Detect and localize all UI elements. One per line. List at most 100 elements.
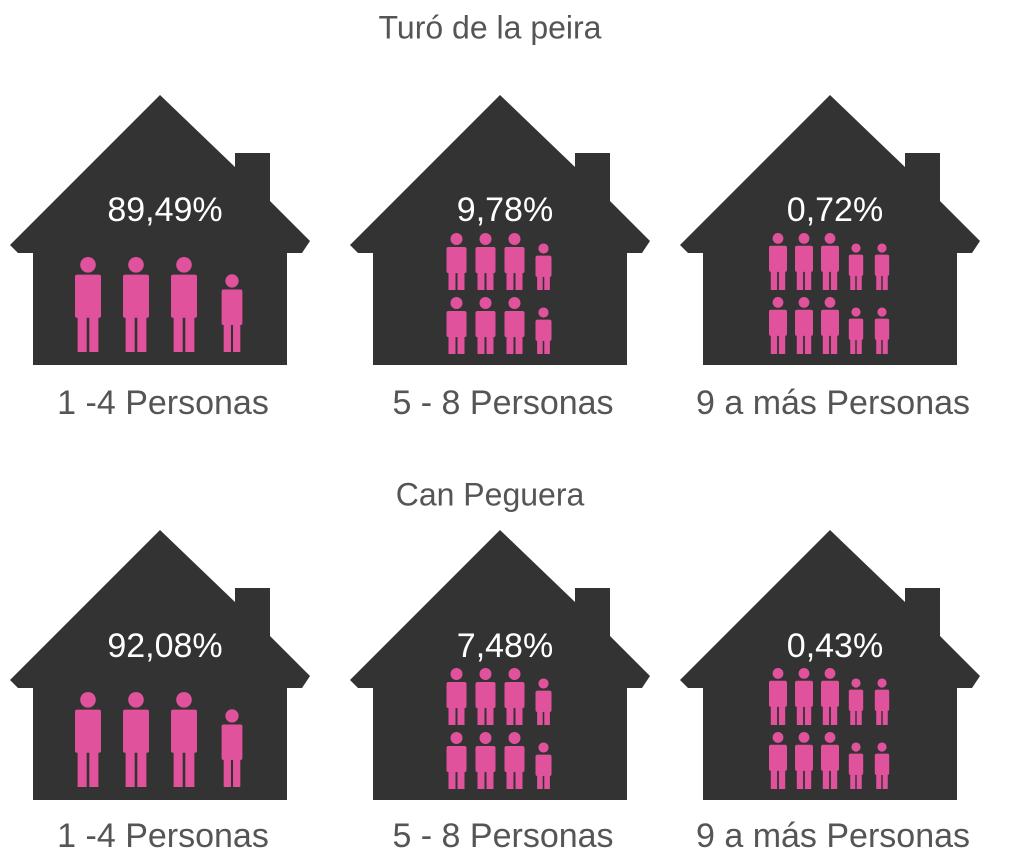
- person-body: [504, 311, 525, 338]
- person-body: [504, 746, 525, 773]
- person-leg: [457, 336, 465, 354]
- house: 0,72%: [680, 95, 980, 365]
- person-head: [798, 732, 810, 743]
- person-head: [772, 668, 784, 679]
- person-leg: [125, 316, 135, 352]
- person-body: [475, 247, 496, 274]
- person-head: [225, 709, 239, 723]
- person-head: [877, 678, 887, 688]
- person-leg: [778, 334, 786, 354]
- person-leg: [850, 710, 856, 725]
- person-leg: [544, 775, 550, 789]
- person-leg: [796, 769, 804, 789]
- person-body: [504, 247, 525, 274]
- person-leg: [448, 771, 456, 789]
- person-body: [446, 746, 467, 773]
- person-head: [877, 243, 887, 253]
- person-leg: [778, 270, 786, 290]
- person-leg: [448, 707, 456, 725]
- person-head: [479, 297, 492, 309]
- house-percent: 0,43%: [787, 627, 883, 665]
- person-body: [221, 289, 243, 325]
- person-leg: [856, 774, 862, 789]
- person-body: [221, 724, 243, 760]
- person-body: [504, 682, 525, 709]
- person-head: [851, 742, 861, 752]
- person-leg: [804, 334, 812, 354]
- person-head: [508, 297, 521, 309]
- person-leg: [515, 707, 523, 725]
- person-head: [80, 692, 96, 708]
- person-head: [824, 233, 836, 244]
- person-leg: [822, 769, 830, 789]
- person-head: [80, 257, 96, 273]
- person-head: [176, 692, 192, 708]
- person-leg: [486, 707, 494, 725]
- person-body: [535, 319, 552, 342]
- person-leg: [477, 771, 485, 789]
- person-body: [475, 746, 496, 773]
- person-leg: [544, 340, 550, 354]
- person-leg: [506, 771, 514, 789]
- house: 7,48%: [350, 530, 650, 800]
- person-leg: [486, 336, 494, 354]
- person-leg: [477, 272, 485, 290]
- person-leg: [770, 769, 778, 789]
- person-leg: [856, 339, 862, 354]
- person-body: [874, 753, 890, 776]
- person-head: [479, 233, 492, 245]
- person-leg: [537, 340, 543, 354]
- person-leg: [89, 751, 99, 787]
- person-body: [446, 247, 467, 274]
- person-head: [772, 732, 784, 743]
- person-body: [75, 274, 101, 318]
- person-leg: [185, 751, 195, 787]
- person-body: [874, 689, 890, 712]
- person-leg: [850, 774, 856, 789]
- person-leg: [506, 707, 514, 725]
- person-leg: [796, 270, 804, 290]
- person-body: [171, 274, 197, 318]
- person-leg: [850, 339, 856, 354]
- house: 89,49%: [10, 95, 310, 365]
- person-leg: [796, 705, 804, 725]
- house: 0,43%: [680, 530, 980, 800]
- person-leg: [822, 334, 830, 354]
- person-leg: [804, 705, 812, 725]
- person-body: [475, 682, 496, 709]
- house-shape: [10, 530, 310, 800]
- person-leg: [804, 769, 812, 789]
- person-body: [535, 255, 552, 278]
- person-leg: [125, 751, 135, 787]
- person-head: [508, 668, 521, 680]
- person-body: [769, 245, 787, 272]
- person-leg: [876, 339, 882, 354]
- person-head: [450, 668, 463, 680]
- house-percent: 0,72%: [787, 191, 883, 229]
- person-head: [538, 678, 549, 689]
- person-leg: [77, 751, 87, 787]
- person-leg: [882, 339, 888, 354]
- person-leg: [770, 705, 778, 725]
- person-leg: [486, 272, 494, 290]
- person-leg: [515, 272, 523, 290]
- person-head: [772, 297, 784, 308]
- person-leg: [770, 334, 778, 354]
- house-label: 9 a más Personas: [696, 384, 970, 422]
- person-head: [479, 668, 492, 680]
- person-body: [446, 311, 467, 338]
- person-leg: [477, 336, 485, 354]
- person-leg: [515, 336, 523, 354]
- person-body: [769, 744, 787, 771]
- person-leg: [537, 775, 543, 789]
- person-head: [479, 732, 492, 744]
- person-body: [75, 709, 101, 753]
- house-percent: 7,48%: [457, 627, 553, 665]
- person-body: [795, 744, 813, 771]
- person-leg: [173, 751, 183, 787]
- person-head: [176, 257, 192, 273]
- house-shape: [350, 95, 650, 365]
- person-leg: [477, 707, 485, 725]
- person-leg: [233, 758, 241, 787]
- house-label: 1 -4 Personas: [57, 384, 269, 422]
